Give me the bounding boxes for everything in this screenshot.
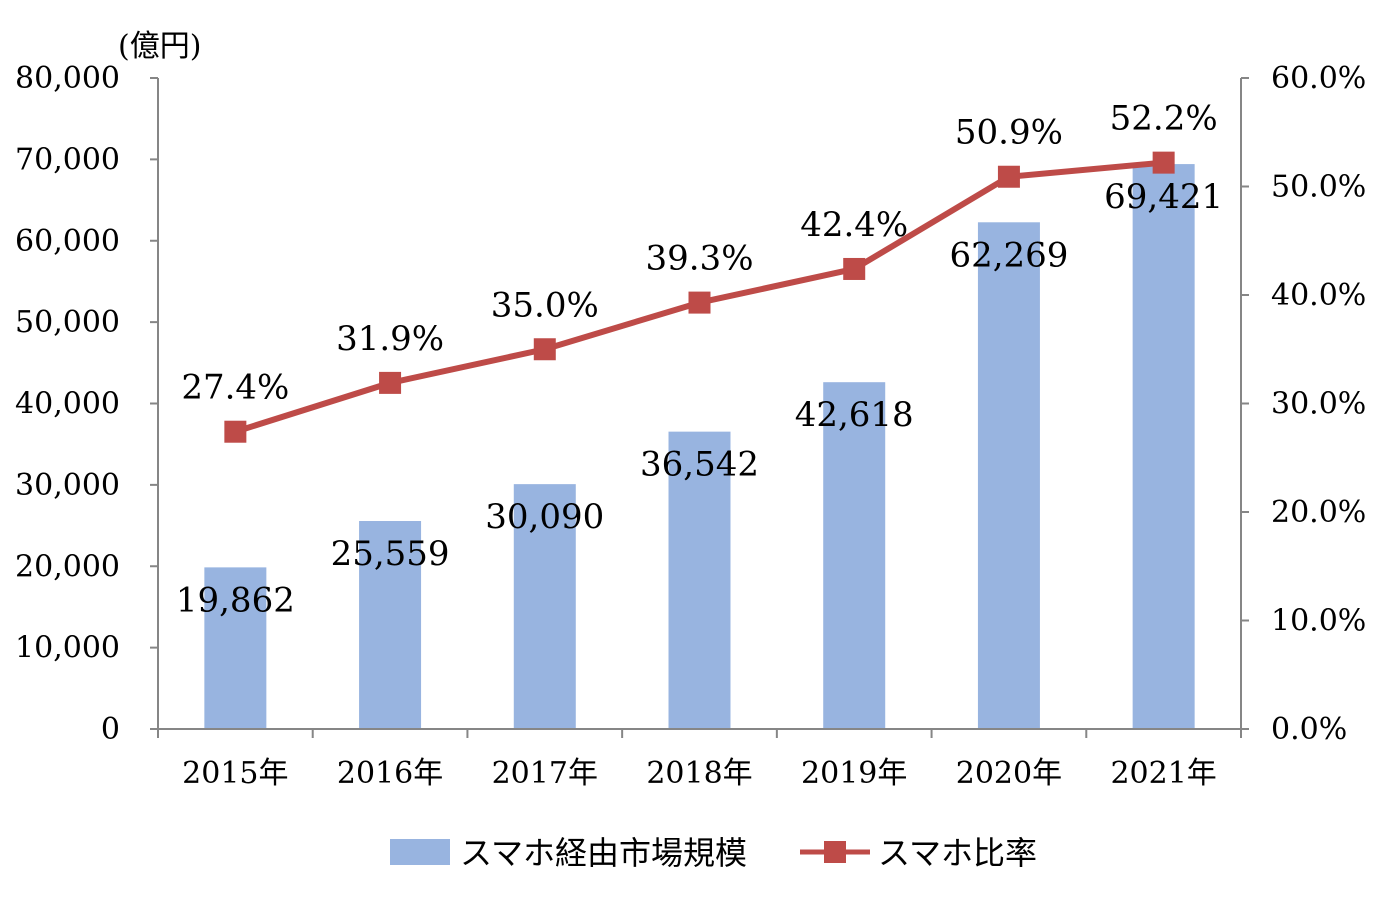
left-axis-tick-label: 50,000 — [15, 305, 120, 340]
right-axis-tick-label: 60.0% — [1271, 61, 1366, 96]
line-point-marker — [1152, 151, 1175, 174]
right-axis-tick-label: 20.0% — [1271, 495, 1366, 530]
legend-bar-swatch — [390, 839, 450, 865]
bar-value-label: 69,421 — [1104, 177, 1223, 217]
line-point-marker — [379, 371, 402, 394]
bar — [1132, 164, 1195, 729]
left-axis-tick-label: 20,000 — [15, 549, 120, 584]
right-axis-tick-label: 30.0% — [1271, 387, 1366, 422]
left-axis-tick-label: 60,000 — [15, 224, 120, 259]
line-value-label: 42.4% — [800, 205, 908, 245]
line-series — [224, 151, 1175, 443]
left-axis-tick-label: 70,000 — [15, 142, 120, 177]
left-axis-tick-label: 30,000 — [15, 468, 120, 503]
line-data-labels: 27.4% 31.9% 35.0% 39.3% 42.4% 50.9% 52.2% — [181, 99, 1217, 408]
x-axis-category-label: 2017年 — [492, 756, 598, 791]
line-value-label: 50.9% — [955, 113, 1063, 153]
bar-data-labels: 19,862 25,559 30,090 36,542 42,618 62,269 69,4… — [176, 177, 1223, 620]
left-axis-tick-label: 40,000 — [15, 387, 120, 422]
line-point-marker — [533, 338, 556, 361]
right-axis-tick-label: 50.0% — [1271, 170, 1366, 205]
line-value-label: 31.9% — [336, 319, 444, 359]
bar-value-label: 36,542 — [640, 445, 759, 485]
line-point-marker — [843, 257, 866, 280]
line-value-label: 35.0% — [491, 285, 599, 325]
line-value-label: 52.2% — [1110, 99, 1218, 139]
legend-line-label: スマホ比率 — [878, 834, 1037, 872]
bar — [668, 431, 731, 729]
right-axis-tick-label: 0.0% — [1271, 712, 1347, 747]
x-axis-category-label: 2020年 — [956, 756, 1062, 791]
bar — [513, 484, 576, 729]
line-point-marker — [224, 420, 247, 443]
left-axis-unit-label: (億円) — [118, 29, 201, 64]
bar-value-label: 62,269 — [949, 235, 1068, 275]
left-axis-ticks: 0 10,000 20,000 30,000 40,000 50,000 60,000 70,… — [15, 61, 120, 747]
right-axis-tick-label: 10.0% — [1271, 604, 1366, 639]
bar-series — [204, 164, 1195, 729]
line-point-marker — [688, 291, 711, 314]
line-point-marker — [997, 165, 1020, 188]
legend-line-marker — [824, 841, 846, 863]
bar — [977, 222, 1040, 729]
bar — [359, 521, 422, 729]
category-labels: 2015年 2016年 2017年 2018年 2019年 2020年 2021年 — [182, 756, 1217, 791]
left-axis-tick-label: 0 — [101, 712, 120, 747]
right-axis-ticks: 0.0% 10.0% 20.0% 30.0% 40.0% 50.0% 60.0% — [1271, 61, 1366, 747]
x-axis-category-label: 2021年 — [1110, 756, 1216, 791]
x-axis-category-label: 2016年 — [337, 756, 443, 791]
bar-value-label: 25,559 — [331, 534, 450, 574]
bar — [823, 382, 886, 729]
left-axis-tick-label: 10,000 — [15, 631, 120, 666]
line-value-label: 39.3% — [645, 239, 753, 279]
x-axis-category-label: 2015年 — [182, 756, 288, 791]
axes — [150, 77, 1249, 738]
bar-value-label: 42,618 — [795, 395, 914, 435]
legend-bar-label: スマホ経由市場規模 — [460, 834, 747, 872]
bar — [204, 567, 267, 729]
right-axis-tick-label: 40.0% — [1271, 278, 1366, 313]
legend: スマホ経由市場規模 スマホ比率 — [390, 834, 1037, 872]
bar-value-label: 19,862 — [176, 580, 295, 620]
x-axis-category-label: 2019年 — [801, 756, 907, 791]
left-axis-tick-label: 80,000 — [15, 61, 120, 96]
bar-value-label: 30,090 — [485, 497, 604, 537]
x-axis-category-label: 2018年 — [646, 756, 752, 791]
line-value-label: 27.4% — [181, 368, 289, 408]
